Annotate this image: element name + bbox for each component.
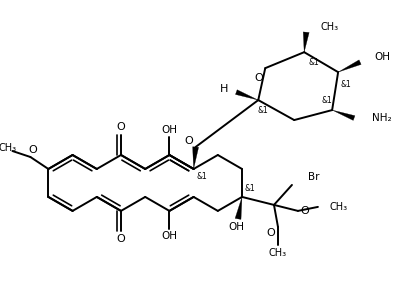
Text: CH₃: CH₃ <box>0 143 17 153</box>
Text: H: H <box>219 84 228 94</box>
Text: O: O <box>266 228 275 238</box>
Polygon shape <box>302 32 309 52</box>
Text: OH: OH <box>161 125 177 135</box>
Text: O: O <box>116 122 125 132</box>
Text: &1: &1 <box>257 106 268 115</box>
Text: Br: Br <box>307 172 319 182</box>
Text: &1: &1 <box>321 95 332 105</box>
Text: O: O <box>184 136 192 146</box>
Text: &1: &1 <box>308 58 319 67</box>
Text: &1: &1 <box>244 185 255 193</box>
Text: OH: OH <box>373 52 389 62</box>
Text: &1: &1 <box>196 173 206 181</box>
Text: O: O <box>28 145 37 155</box>
Polygon shape <box>337 60 360 72</box>
Text: CH₃: CH₃ <box>268 248 286 258</box>
Text: O: O <box>253 73 262 83</box>
Polygon shape <box>192 147 198 169</box>
Text: CH₃: CH₃ <box>319 22 337 32</box>
Text: OH: OH <box>228 222 243 232</box>
Polygon shape <box>235 197 242 220</box>
Text: NH₂: NH₂ <box>371 113 391 123</box>
Text: O: O <box>116 234 125 244</box>
Polygon shape <box>331 110 354 120</box>
Text: &1: &1 <box>340 80 351 89</box>
Text: CH₃: CH₃ <box>329 202 347 212</box>
Text: OH: OH <box>161 231 177 241</box>
Text: O: O <box>300 206 309 216</box>
Polygon shape <box>235 90 258 100</box>
